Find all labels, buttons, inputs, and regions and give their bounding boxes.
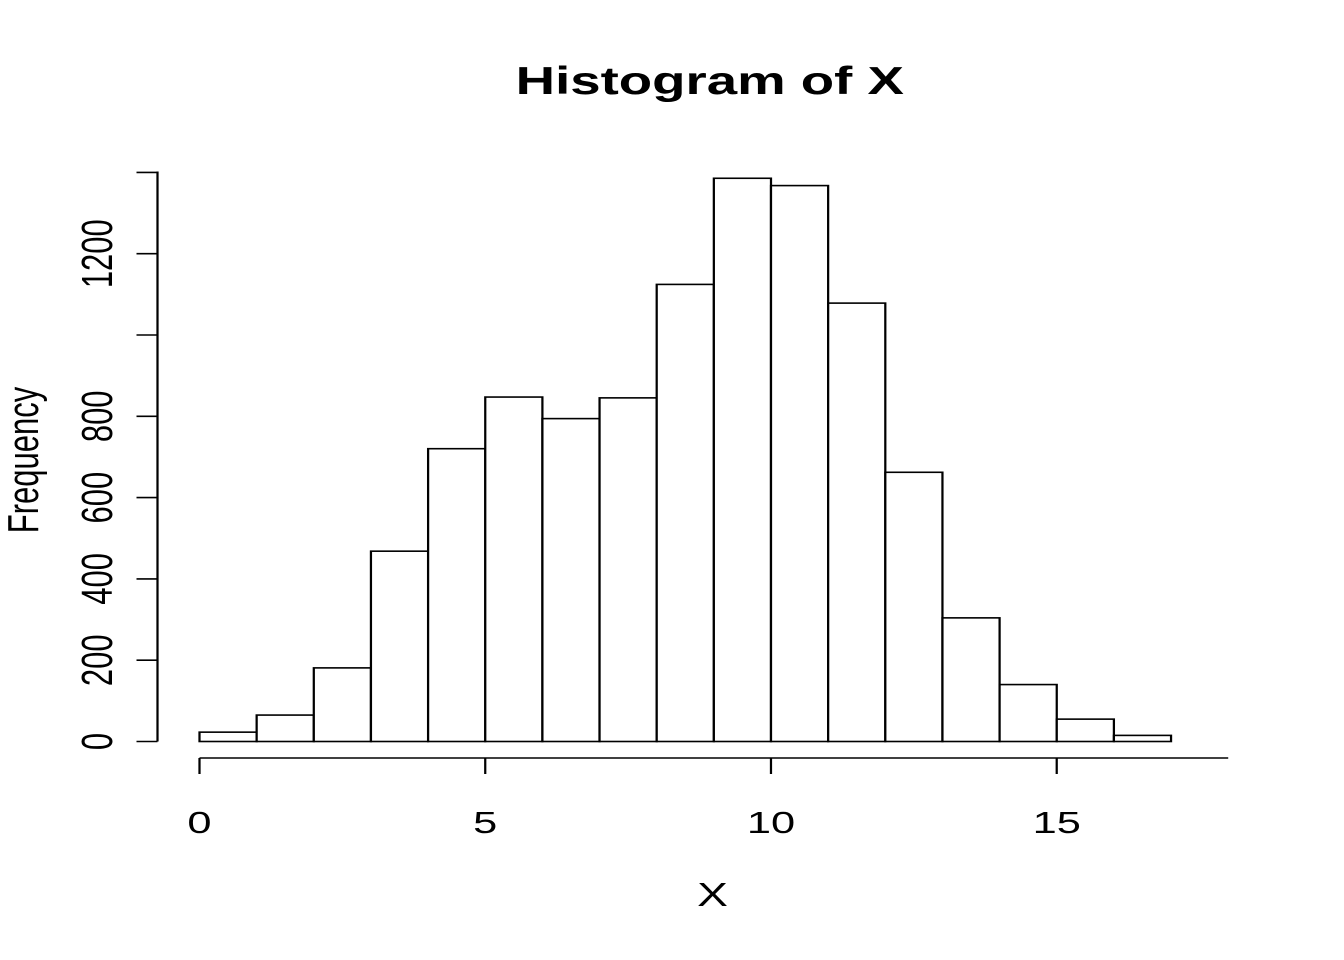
svg-text:Frequency: Frequency [0,387,47,534]
svg-text:Histogram of X: Histogram of X [516,59,905,103]
svg-text:0: 0 [73,733,121,750]
svg-text:800: 800 [73,390,121,442]
svg-text:400: 400 [73,553,121,605]
svg-text:15: 15 [1033,805,1081,840]
svg-text:X: X [697,876,728,913]
svg-text:10: 10 [747,805,795,840]
svg-text:600: 600 [73,472,121,524]
svg-text:1200: 1200 [73,219,121,288]
svg-text:5: 5 [473,805,497,840]
svg-text:0: 0 [187,805,211,840]
svg-text:200: 200 [73,634,121,686]
